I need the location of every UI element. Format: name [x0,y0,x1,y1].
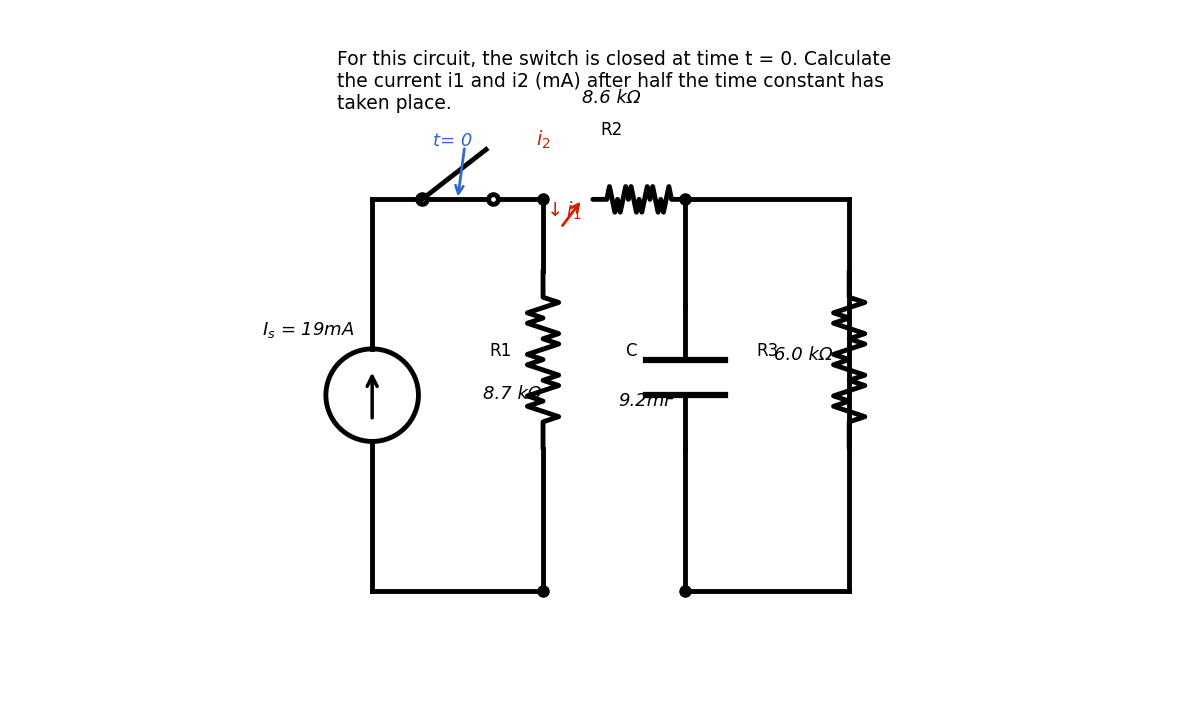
Text: R1: R1 [490,342,512,360]
Text: C: C [625,342,636,360]
Text: $I_s$ = 19mA: $I_s$ = 19mA [262,320,354,340]
Text: 8.7 kΩ: 8.7 kΩ [482,384,541,403]
Text: 8.6 kΩ: 8.6 kΩ [582,89,641,108]
Text: 6.0 kΩ: 6.0 kΩ [774,345,833,364]
Text: R3: R3 [757,342,779,360]
Text: 9.2mF: 9.2mF [618,392,674,410]
Text: For this circuit, the switch is closed at time t = 0. Calculate
the current i1 a: For this circuit, the switch is closed a… [336,50,890,112]
Text: R2: R2 [600,121,623,140]
Text: t= 0: t= 0 [433,132,472,150]
Text: $\downarrow i_1$: $\downarrow i_1$ [544,200,582,222]
Text: $i_2$: $i_2$ [536,129,551,151]
